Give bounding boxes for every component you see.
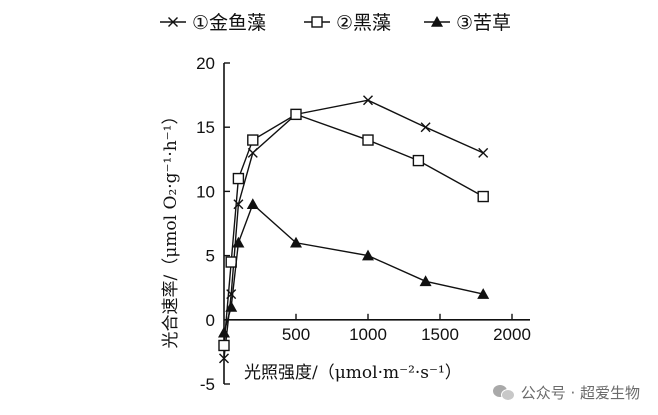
data-point (477, 288, 490, 299)
series-3 (218, 198, 490, 338)
legend-item: ①金鱼藻 (160, 12, 266, 34)
legend-label: ②黑藻 (336, 12, 391, 34)
data-point (218, 339, 230, 352)
x-tick-label: 500 (282, 325, 310, 344)
data-point (232, 236, 245, 248)
x-axis-ticks: 500 1000 1500 2000 (282, 313, 531, 344)
x-axis-title: 光照强度/（μmol·m⁻²·s⁻¹） (244, 363, 462, 383)
series-line (223, 99, 484, 359)
wechat-icon (492, 384, 515, 402)
legend: ①金鱼藻 ②黑藻 ③苦草 (160, 12, 511, 34)
data-point (362, 134, 374, 146)
y-tick-label: 0 (206, 311, 215, 330)
y-tick-label: 15 (196, 118, 215, 137)
series-line (223, 203, 484, 333)
series-line (223, 113, 484, 346)
y-tick-label: 20 (196, 54, 215, 73)
legend-item: ②黑藻 (304, 12, 391, 34)
y-tick-label: -5 (200, 375, 215, 394)
data-point (247, 134, 259, 146)
data-point (419, 275, 432, 287)
legend-item: ③苦草 (424, 12, 511, 34)
series-layer (218, 95, 490, 364)
legend-marker (168, 17, 178, 27)
data-point (420, 122, 431, 133)
data-point (219, 353, 229, 364)
data-point (246, 198, 259, 210)
data-point (290, 108, 302, 121)
data-point (478, 147, 489, 158)
watermark-text: 公众号 · 超爱生物 (520, 384, 640, 402)
data-point (232, 172, 245, 185)
series-2 (218, 108, 489, 352)
y-tick-label: 10 (196, 182, 215, 201)
data-point (218, 326, 230, 338)
y-axis-title: 光合速率/（μmol O₂·g⁻¹·h⁻¹） (161, 108, 181, 349)
data-point (290, 236, 302, 248)
watermark: 公众号 · 超爱生物 (492, 382, 640, 403)
legend-label: ③苦草 (456, 12, 511, 34)
data-point (412, 154, 425, 167)
legend-marker (311, 16, 323, 28)
x-tick-label: 1500 (421, 325, 459, 344)
x-tick-label: 2000 (493, 325, 531, 344)
data-point (225, 300, 238, 312)
legend-label: ①金鱼藻 (192, 12, 266, 34)
series-1 (219, 95, 489, 364)
data-point (225, 256, 237, 268)
x-tick-label: 1000 (349, 325, 387, 344)
data-point (362, 249, 374, 261)
legend-marker (431, 16, 443, 27)
data-point (363, 95, 373, 106)
data-point (477, 190, 489, 203)
y-tick-label: 5 (206, 247, 215, 266)
